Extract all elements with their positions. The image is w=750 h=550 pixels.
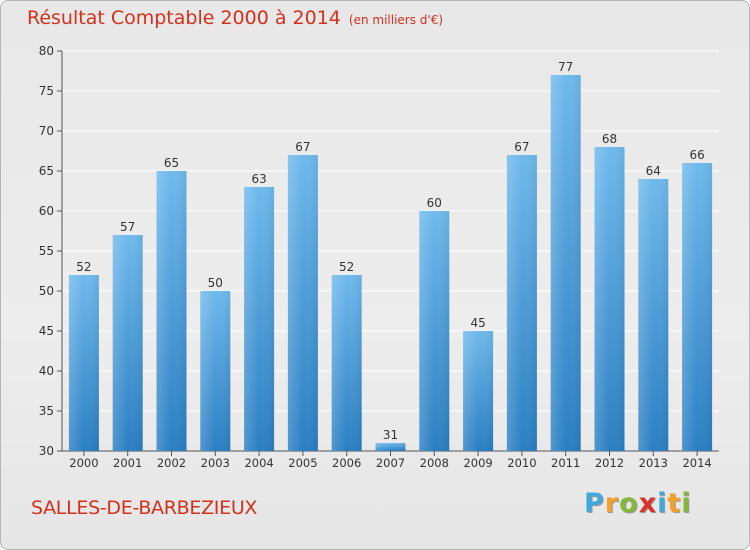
chart-title: Résultat Comptable 2000 à 2014 (en millie… (27, 7, 443, 29)
x-tick-label: 2001 (113, 456, 142, 470)
logo-letter: o (619, 488, 639, 519)
x-tick-label: 2006 (332, 456, 361, 470)
data-label: 52 (76, 260, 91, 274)
x-tick-label: 2005 (288, 456, 317, 470)
y-tick-label: 55 (39, 244, 54, 258)
data-label: 66 (689, 148, 704, 162)
logo-letter: x (638, 488, 658, 519)
y-tick-label: 70 (39, 124, 54, 138)
data-label: 67 (514, 140, 529, 154)
city-name: SALLES-DE-BARBEZIEUX (31, 497, 258, 519)
logo-letter: P (584, 488, 605, 519)
bar-shine (375, 443, 406, 451)
y-tick-label: 50 (39, 284, 54, 298)
proxiti-logo[interactable]: Proxiti (584, 488, 692, 519)
bar-shine (200, 291, 231, 451)
bar-shine (638, 179, 669, 451)
data-label: 50 (208, 276, 223, 290)
data-label: 65 (164, 156, 179, 170)
title-unit: (en milliers d'€) (348, 13, 444, 27)
data-label: 45 (470, 316, 485, 330)
data-label: 63 (251, 172, 266, 186)
bar-shine (682, 163, 713, 451)
x-tick-label: 2002 (157, 456, 186, 470)
data-label: 67 (295, 140, 310, 154)
data-label: 52 (339, 260, 354, 274)
x-tick-label: 2012 (595, 456, 624, 470)
y-tick-label: 40 (39, 364, 54, 378)
y-tick-label: 65 (39, 164, 54, 178)
y-tick-label: 45 (39, 324, 54, 338)
bar-shine (287, 155, 318, 451)
x-tick-label: 2008 (420, 456, 449, 470)
y-tick-label: 35 (39, 404, 54, 418)
bar-shine (506, 155, 537, 451)
x-tick-label: 2011 (551, 456, 580, 470)
y-tick-label: 30 (39, 444, 54, 458)
bar-shine (331, 275, 362, 451)
data-label: 57 (120, 220, 135, 234)
data-label: 64 (646, 164, 661, 178)
x-tick-label: 2014 (682, 456, 711, 470)
x-tick-label: 2010 (507, 456, 536, 470)
bar-shine (419, 211, 450, 451)
bar-shine (244, 187, 275, 451)
data-label: 77 (558, 60, 573, 74)
logo-letter: i (681, 488, 692, 519)
x-tick-label: 2007 (376, 456, 405, 470)
data-label: 68 (602, 132, 617, 146)
y-tick-label: 80 (39, 44, 54, 58)
x-tick-label: 2013 (639, 456, 668, 470)
y-tick-label: 60 (39, 204, 54, 218)
data-label: 60 (427, 196, 442, 210)
bar-shine (594, 147, 625, 451)
y-tick-label: 75 (39, 84, 54, 98)
bar-shine (463, 331, 494, 451)
x-tick-label: 2004 (244, 456, 273, 470)
bar-shine (550, 75, 581, 451)
x-tick-label: 2009 (463, 456, 492, 470)
x-tick-label: 2003 (201, 456, 230, 470)
logo-letter: t (667, 488, 682, 519)
title-text: Résultat Comptable 2000 à 2014 (27, 7, 341, 29)
bar-shine (112, 235, 143, 451)
data-label: 31 (383, 428, 398, 442)
x-tick-label: 2000 (69, 456, 98, 470)
bar-shine (156, 171, 187, 451)
logo-letter: i (657, 488, 668, 519)
bar-shine (68, 275, 99, 451)
logo-letter: r (604, 488, 620, 519)
